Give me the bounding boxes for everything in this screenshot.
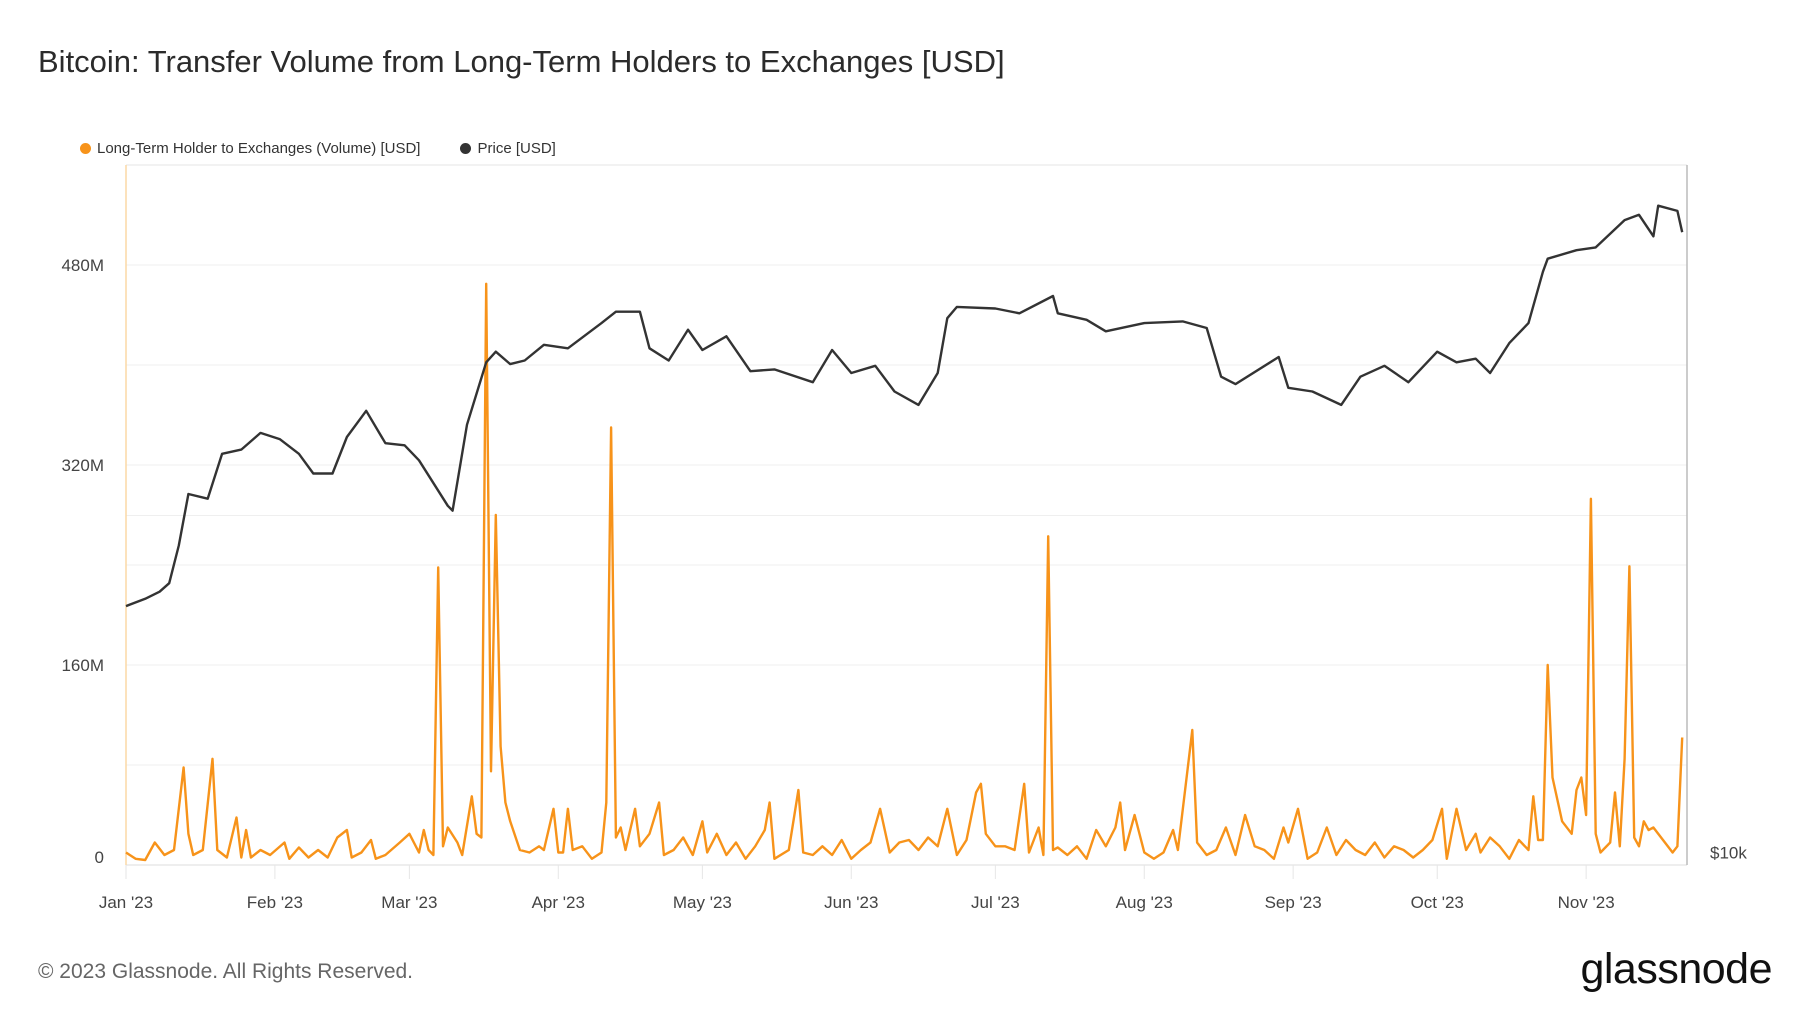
legend-volume-label: Long-Term Holder to Exchanges (Volume) […: [97, 140, 421, 157]
x-tick-label: Oct '23: [1411, 893, 1464, 912]
y-left-tick-label: 480M: [61, 256, 104, 275]
x-tick-label: Nov '23: [1558, 893, 1615, 912]
x-tick-label: Feb '23: [247, 893, 303, 912]
x-tick-label: Mar '23: [381, 893, 437, 912]
legend-price-marker: [460, 143, 472, 154]
x-tick-label: Apr '23: [532, 893, 585, 912]
legend-volume-marker: [80, 143, 91, 154]
x-tick-label: May '23: [673, 893, 732, 912]
legend-item-price[interactable]: Price [USD]: [460, 140, 556, 157]
legend: Long-Term Holder to Exchanges (Volume) […: [80, 140, 556, 157]
y-left-tick-label: 0: [95, 848, 104, 867]
x-tick-label: Jun '23: [824, 893, 878, 912]
x-tick-label: Aug '23: [1116, 893, 1173, 912]
chart-title: Bitcoin: Transfer Volume from Long-Term …: [38, 44, 1005, 79]
price-series-line: [125, 204, 1684, 608]
glassnode-logo: glassnode: [1580, 945, 1772, 993]
y-left-tick-label: 320M: [61, 456, 104, 475]
volume-series-line: [125, 282, 1684, 862]
y-left-tick-label: 160M: [61, 656, 104, 675]
legend-price-label: Price [USD]: [477, 140, 556, 157]
copyright: © 2023 Glassnode. All Rights Reserved.: [38, 960, 414, 983]
x-tick-label: Sep '23: [1265, 893, 1322, 912]
y-right-tick-label: $10k: [1710, 844, 1747, 863]
legend-item-volume[interactable]: Long-Term Holder to Exchanges (Volume) […: [80, 140, 420, 157]
x-tick-label: Jul '23: [971, 893, 1020, 912]
x-tick-label: Jan '23: [99, 893, 153, 912]
